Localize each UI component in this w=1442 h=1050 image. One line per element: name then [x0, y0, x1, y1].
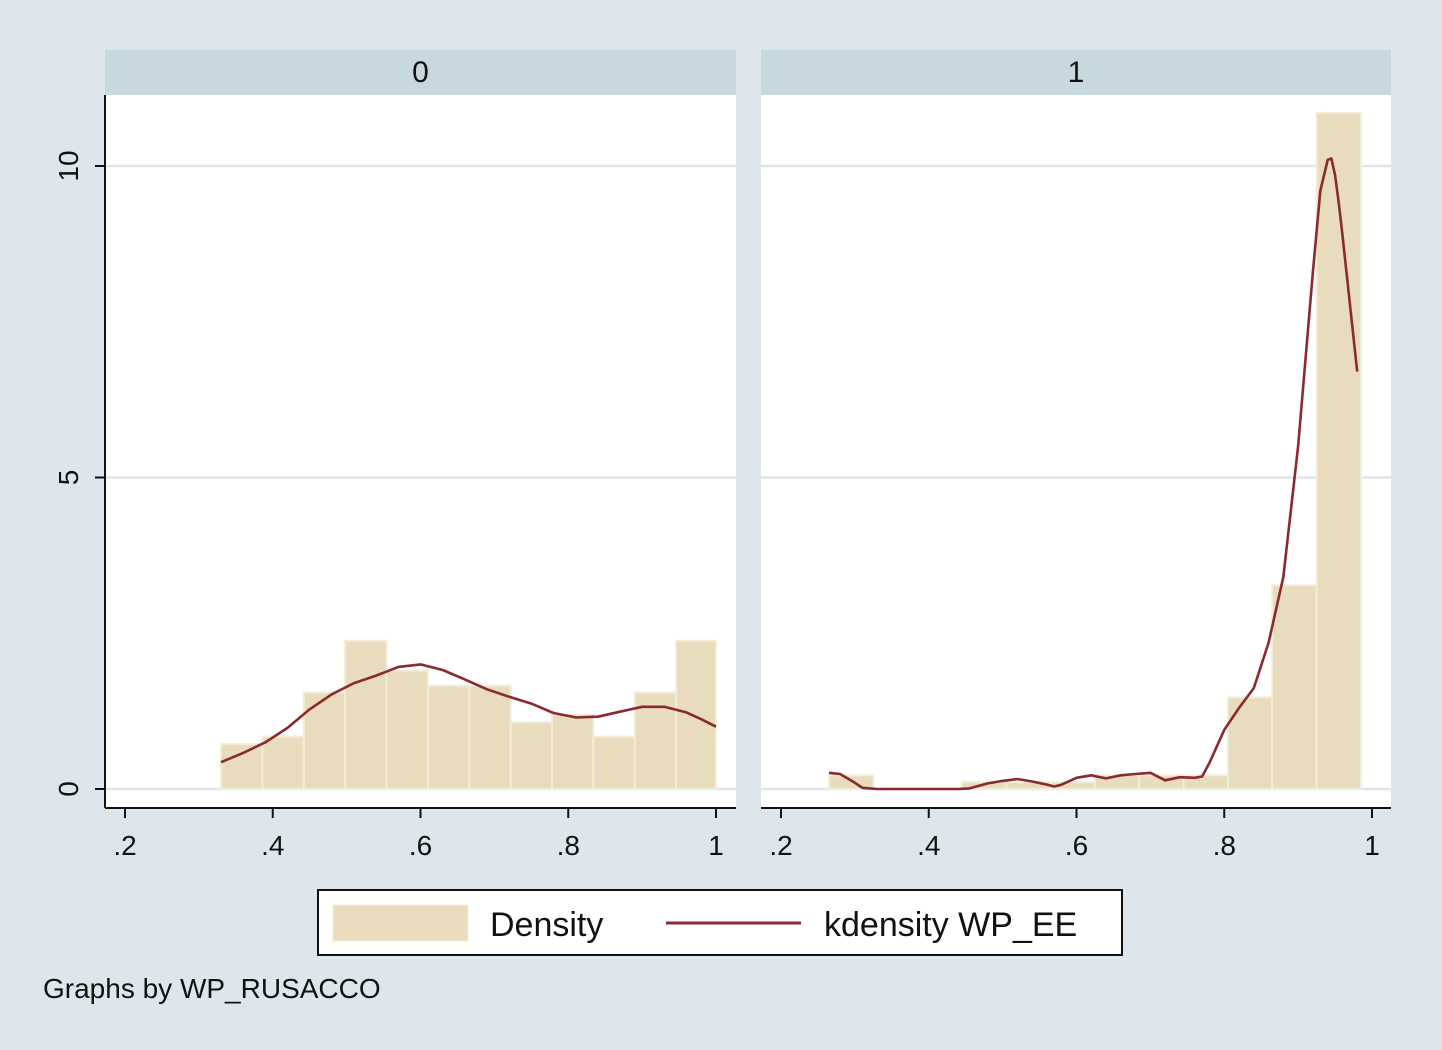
panel-1: 1 .2 .4 .6 .8 1	[761, 50, 1391, 861]
legend-swatch-density	[332, 904, 469, 942]
histogram-bar	[550, 713, 595, 790]
x-tick-label: .4	[917, 830, 940, 861]
histogram-bar	[1315, 112, 1362, 791]
histogram-bar	[675, 639, 717, 791]
panel-title: 1	[1068, 56, 1085, 89]
histogram-bar	[592, 735, 636, 791]
panel-header	[105, 50, 736, 95]
histogram-bar	[1226, 696, 1274, 791]
legend: Density kdensity WP_EE	[317, 889, 1123, 956]
histogram-bar	[828, 774, 875, 791]
histogram-bar	[426, 684, 471, 790]
histogram-bar	[302, 691, 347, 790]
histogram-bar	[220, 743, 264, 790]
kdensity-line	[828, 157, 1359, 791]
x-tick-label: .6	[409, 830, 432, 861]
x-tick-label: .8	[557, 830, 580, 861]
legend-label-density: Density	[490, 906, 603, 944]
histogram-bar	[509, 721, 553, 790]
histogram-bar	[1271, 584, 1318, 790]
x-tick-label: .6	[1065, 830, 1088, 861]
panel-header	[761, 50, 1391, 95]
graphs-by-note: Graphs by WP_RUSACCO	[43, 973, 381, 1004]
x-tick-label: .8	[1213, 830, 1236, 861]
y-tick-label: 5	[53, 470, 84, 486]
legend-label-kdensity: kdensity WP_EE	[824, 906, 1077, 944]
kdensity-line	[220, 663, 717, 764]
x-tick-label: .2	[113, 830, 136, 861]
y-tick-label: 10	[53, 150, 84, 181]
x-tick-label: .4	[261, 830, 284, 861]
x-tick-label: 1	[1364, 830, 1380, 861]
x-tick-label: 1	[708, 830, 724, 861]
histogram-bar	[468, 684, 512, 790]
histogram-bar	[261, 735, 305, 791]
histogram-bar	[385, 669, 429, 791]
panel-title: 0	[412, 56, 429, 89]
x-tick-label: .2	[769, 830, 792, 861]
y-tick-label: 0	[53, 781, 84, 797]
histogram-bar	[344, 639, 388, 791]
panel-0: 0 .2 .4 .6 .8 1	[105, 50, 736, 861]
